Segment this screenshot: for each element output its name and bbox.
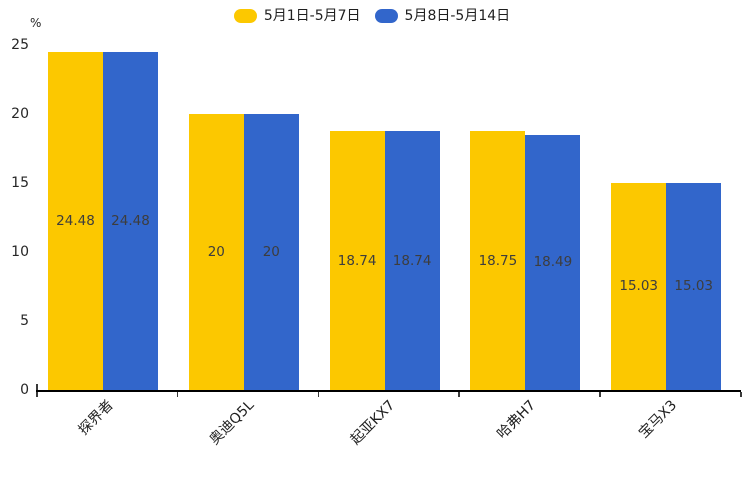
y-tick-label-10: 10 (11, 244, 29, 260)
bar-series2-cat2: 20 (243, 114, 299, 390)
x-axis-line (36, 390, 741, 392)
x-axis-tick (599, 392, 601, 397)
legend-swatch-icon (233, 9, 257, 23)
y-tick-label-20: 20 (11, 106, 29, 122)
legend-item-series2: 5月8日-5月14日 (374, 8, 511, 24)
bar-value-label: 24.48 (56, 213, 95, 230)
x-axis-tick (458, 392, 460, 397)
y-tick-label-0: 0 (20, 382, 29, 398)
bar-series1-cat4: 18.75 (470, 131, 526, 390)
bar-series1-cat3: 18.74 (329, 131, 385, 390)
y-axis-unit-label: % (30, 16, 42, 30)
bar-value-label: 18.49 (533, 254, 573, 271)
x-axis-tick (740, 392, 742, 397)
axis-left-end-tick (36, 384, 38, 390)
legend: 5月1日-5月7日 5月8日-5月14日 (0, 8, 744, 24)
bar-series2-cat1: 24.48 (103, 52, 158, 390)
bar-series1-cat5: 15.03 (611, 182, 667, 390)
x-category-label-3: 起亚KX7 (347, 397, 399, 448)
bar-value-label: 20 (262, 244, 280, 260)
bar-series1-cat1: 24.48 (48, 52, 103, 390)
bar-value-label: 18.75 (478, 252, 518, 269)
x-axis-tick (36, 392, 38, 397)
bar-series2-cat3: 18.74 (384, 131, 440, 390)
x-category-label-5: 宝马X3 (636, 397, 681, 442)
x-category-label-4: 哈弗H7 (494, 397, 540, 443)
bar-value-label: 18.74 (337, 252, 377, 269)
bar-value-label: 24.48 (111, 213, 150, 230)
bar-series1-cat2: 20 (188, 114, 244, 390)
x-axis-tick (317, 392, 320, 397)
legend-swatch-icon (374, 9, 398, 23)
bar-value-label: 15.03 (619, 278, 659, 295)
legend-label: 5月8日-5月14日 (404, 8, 511, 24)
bar-value-label: 15.03 (674, 278, 714, 295)
y-tick-label-5: 5 (20, 313, 29, 329)
legend-label: 5月1日-5月7日 (263, 8, 361, 24)
x-axis-tick (176, 392, 179, 397)
x-category-label-2: 奥迪Q5L (207, 397, 258, 449)
legend-item-series1: 5月1日-5月7日 (233, 8, 361, 24)
bar-value-label: 20 (207, 244, 225, 260)
y-tick-label-25: 25 (11, 37, 29, 53)
bar-value-label: 18.74 (392, 252, 432, 269)
bar-series2-cat4: 18.49 (525, 134, 581, 390)
y-tick-label-15: 15 (11, 175, 29, 191)
x-category-label-1: 探界者 (76, 397, 118, 439)
bar-series2-cat5: 15.03 (666, 182, 722, 390)
